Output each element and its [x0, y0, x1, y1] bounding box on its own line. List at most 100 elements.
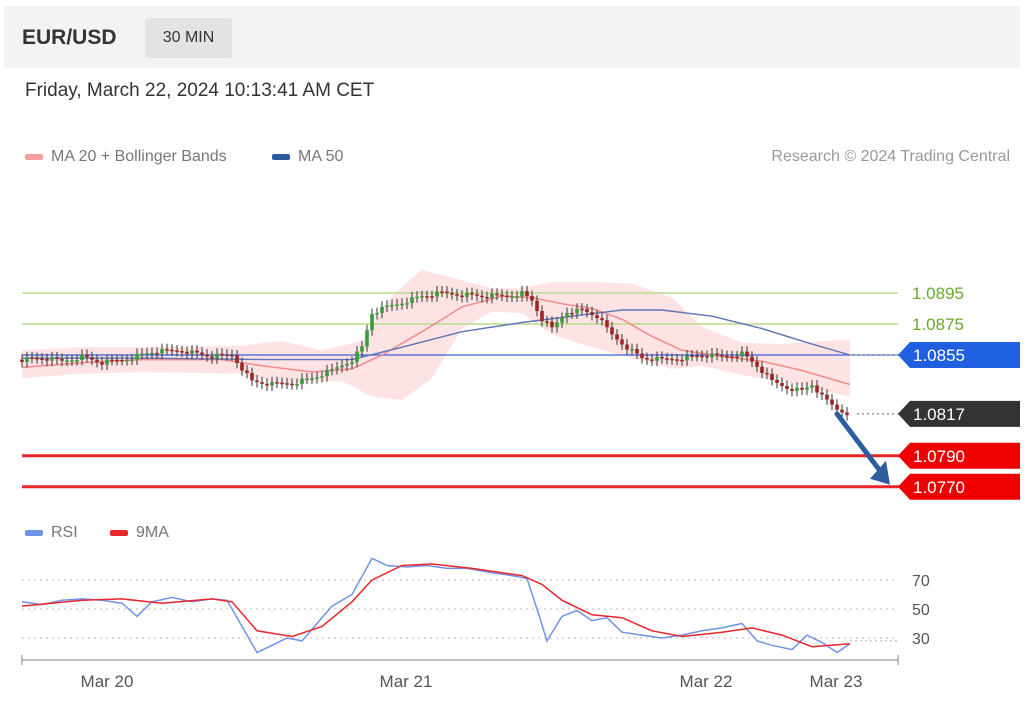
candle-body [765, 372, 769, 375]
candle-body [135, 353, 139, 360]
price-tag-1-0855 [898, 342, 1020, 368]
ma20-swatch [25, 154, 43, 160]
candle-body [740, 351, 744, 357]
candle-body [800, 387, 804, 390]
candle-body [625, 344, 629, 350]
candle-body [320, 376, 324, 378]
candle-body [510, 296, 514, 298]
candle-body [95, 359, 99, 363]
candle-body [315, 377, 319, 379]
candle-body [535, 300, 539, 311]
candle-body [360, 346, 364, 352]
candle-body [480, 295, 484, 298]
forecast-arrow-head [870, 460, 890, 485]
candle-body [660, 356, 664, 359]
candle-body [715, 353, 719, 355]
candle-body [565, 312, 569, 318]
candle-body [90, 357, 94, 360]
candle-body [650, 359, 654, 361]
candle-body [195, 350, 199, 353]
candle-body [125, 359, 129, 362]
bollinger-band [22, 269, 850, 400]
candle-body [770, 373, 774, 380]
candle-body [45, 359, 49, 361]
research-credit: Research © 2024 Trading Central [771, 148, 1010, 165]
price-tag-1-0817 [898, 400, 1020, 427]
candle-body [515, 296, 519, 298]
candle-body [130, 359, 134, 361]
candle-body [485, 297, 489, 299]
candle-body [410, 297, 414, 304]
legend-ma20-label: MA 20 + Bollinger Bands [51, 148, 227, 165]
candle-body [710, 353, 714, 358]
candle-body [655, 356, 659, 361]
candle-body [210, 356, 214, 359]
candle-body [605, 320, 609, 328]
candle-body [685, 355, 689, 361]
candle-body [570, 312, 574, 315]
candle-body [795, 387, 799, 391]
candle-body [400, 303, 404, 306]
candle-body [825, 394, 829, 400]
candle-body [810, 385, 814, 388]
candle-body [385, 305, 389, 308]
candle-body [100, 362, 104, 365]
candle-body [290, 383, 294, 386]
candle-body [80, 354, 84, 361]
candle-body [645, 358, 649, 360]
candle-body [105, 359, 109, 365]
candle-body [440, 291, 444, 293]
candle-body [560, 317, 564, 323]
candle-body [405, 303, 409, 305]
candle-body [555, 322, 559, 328]
candle-body [465, 293, 469, 297]
candle-body [525, 291, 529, 296]
price-tag-1-0790 [898, 442, 1020, 469]
candle-body [190, 350, 194, 354]
x-label-mar21: Mar 21 [379, 672, 433, 691]
candle-body [495, 293, 499, 296]
candle-body [500, 294, 504, 297]
rsi-tick-70: 70 [912, 573, 930, 590]
timestamp: Friday, March 22, 2024 10:13:41 AM CET [25, 80, 375, 101]
candle-body [255, 380, 259, 383]
price-tag-text-1-0770: 1.0770 [913, 478, 965, 497]
candle-body [260, 382, 264, 384]
candle-body [155, 352, 159, 355]
candle-body [490, 293, 494, 298]
candle-body [705, 355, 709, 358]
price-tag-text-1-0817: 1.0817 [913, 405, 965, 424]
price-tag-text-1-0790: 1.0790 [913, 447, 965, 466]
candle-body [580, 308, 584, 311]
candle-body [25, 357, 29, 362]
candle-body [730, 356, 734, 358]
candle-body [220, 353, 224, 356]
rsi-line [21, 557, 851, 654]
candle-body [380, 306, 384, 313]
candle-body [725, 356, 729, 358]
candle-body [305, 378, 309, 380]
candle-body [805, 387, 809, 390]
candle-body [30, 357, 34, 359]
candle-body [845, 412, 849, 416]
legend-ma50: MA 50 [272, 148, 343, 166]
candle-body [70, 360, 74, 362]
price-tag-text-1-0855: 1.0855 [913, 346, 965, 365]
candle-body [120, 359, 124, 362]
price-tag-1-0770 [898, 473, 1020, 500]
candle-body [390, 304, 394, 307]
candle-body [550, 321, 554, 328]
x-label-mar22: Mar 22 [679, 672, 733, 691]
candle-body [280, 382, 284, 385]
candle-body [65, 360, 69, 363]
candle-body [330, 369, 334, 371]
candle-body [415, 296, 419, 299]
candle-body [185, 351, 189, 354]
candle-body [720, 354, 724, 357]
candle-body [640, 353, 644, 359]
candle-body [340, 365, 344, 368]
timeframe-selector[interactable]: 30 MIN [145, 18, 232, 58]
candle-body [540, 310, 544, 322]
candle-body [790, 388, 794, 391]
candle-body [175, 350, 179, 352]
